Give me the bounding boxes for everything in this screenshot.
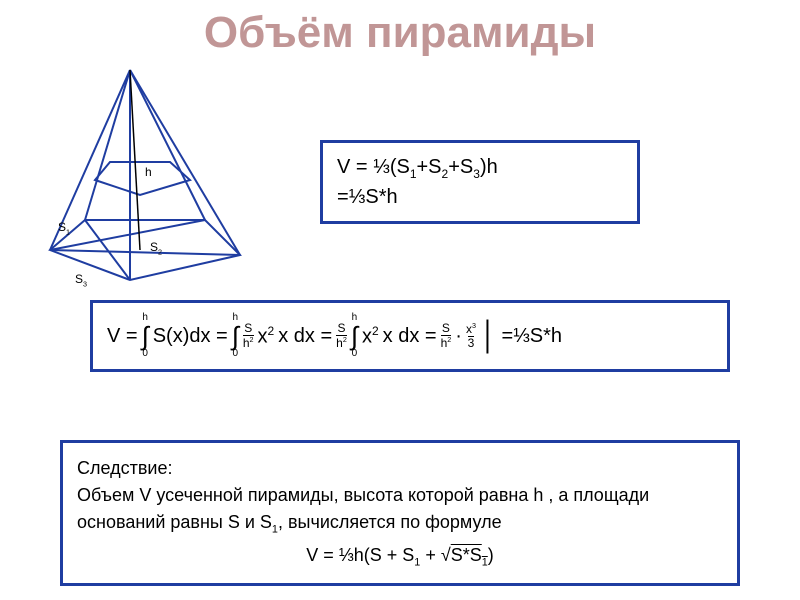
formula-box-simple: V = ⅓(S1+S2+S3)h =⅓S*h bbox=[320, 140, 640, 224]
int1: h ∫ 0 bbox=[142, 313, 149, 359]
int3: h ∫ 0 bbox=[351, 313, 358, 359]
frac2: S h2 bbox=[336, 322, 347, 350]
frac3-num: S bbox=[442, 322, 450, 335]
frac2-den: h2 bbox=[336, 335, 347, 350]
f2-x2b-p: 2 bbox=[372, 324, 379, 338]
frac2-num: S bbox=[337, 322, 345, 335]
label-s3: S3 bbox=[75, 272, 87, 288]
frac3: S h2 bbox=[441, 322, 452, 350]
cor-fpre: V = ⅓h(S + S bbox=[306, 545, 414, 565]
f1-s1: 1 bbox=[410, 167, 417, 181]
int2: h ∫ 0 bbox=[232, 313, 239, 359]
cor-sqrt: S*S1 bbox=[451, 545, 488, 565]
f2-veq: V = bbox=[107, 325, 138, 348]
int1-lo: 0 bbox=[142, 349, 148, 359]
f2-x2a: x2 bbox=[258, 324, 275, 349]
int2-lo: 0 bbox=[233, 349, 239, 359]
label-h: h bbox=[145, 165, 152, 179]
f2-dot: · bbox=[455, 325, 462, 348]
f1-suf: )h bbox=[480, 156, 498, 178]
f1-p2: +S bbox=[448, 156, 473, 178]
label-s3-base: S bbox=[75, 272, 83, 286]
frac1-h: h bbox=[243, 336, 250, 350]
label-s2-base: S bbox=[150, 240, 158, 254]
f2-intxdx: x dx = bbox=[383, 325, 437, 348]
slide-title: Объём пирамиды bbox=[0, 8, 800, 58]
cor-fmid: + √ bbox=[420, 545, 450, 565]
f1-pre: V = ⅓(S bbox=[337, 156, 410, 178]
frac4-den: 3 bbox=[468, 336, 475, 350]
frac4: x3 3 bbox=[466, 322, 476, 350]
corollary-line2: Объем V усеченной пирамиды, высота котор… bbox=[77, 482, 723, 509]
corollary-formula: V = ⅓h(S + S1 + √S*S1) bbox=[77, 542, 723, 571]
f2-sxdx: S(x)dx = bbox=[153, 325, 228, 348]
corollary-box: Следствие: Объем V усеченной пирамиды, в… bbox=[60, 440, 740, 586]
corollary-line1: Следствие: bbox=[77, 455, 723, 482]
f2-tail: =⅓S*h bbox=[501, 325, 562, 348]
formula1-line2: =⅓S*h bbox=[337, 183, 623, 211]
label-s1-base: S bbox=[58, 220, 66, 234]
int1-sym: ∫ bbox=[142, 323, 149, 349]
frac2-sq: 2 bbox=[343, 335, 347, 344]
integral-expression: V = h ∫ 0 S(x)dx = h ∫ 0 S h2 x2 x dx = … bbox=[107, 313, 713, 359]
cor-sqrt-body: S*S bbox=[451, 545, 482, 565]
f2-x2dx: x dx = bbox=[278, 325, 332, 348]
label-s1: S1 bbox=[58, 220, 70, 236]
frac3-sq: 2 bbox=[447, 335, 451, 344]
int3-sym: ∫ bbox=[351, 323, 358, 349]
cor-b2: оснований равны S и S bbox=[77, 512, 272, 532]
formula1-line1: V = ⅓(S1+S2+S3)h bbox=[337, 153, 623, 183]
corollary-title: Следствие: bbox=[77, 458, 173, 478]
label-s2-sub: 2 bbox=[158, 247, 162, 256]
frac3-den: h2 bbox=[441, 335, 452, 350]
f1-s3: 3 bbox=[473, 167, 480, 181]
eval-bar: │ bbox=[480, 320, 498, 352]
formula-box-integral: V = h ∫ 0 S(x)dx = h ∫ 0 S h2 x2 x dx = … bbox=[90, 300, 730, 372]
frac2-h: h bbox=[336, 336, 343, 350]
int2-sym: ∫ bbox=[232, 323, 239, 349]
frac1-num: S bbox=[244, 322, 252, 335]
frac4-p: 3 bbox=[472, 321, 476, 330]
f2-x2a-p: 2 bbox=[268, 324, 275, 338]
label-s3-sub: 3 bbox=[83, 279, 87, 288]
int3-lo: 0 bbox=[352, 349, 358, 359]
frac4-num: x3 bbox=[466, 322, 476, 336]
f1-p1: +S bbox=[417, 156, 442, 178]
frac1: S h2 bbox=[243, 322, 254, 350]
corollary-line3: оснований равны S и S1, вычисляется по ф… bbox=[77, 509, 723, 538]
label-s1-sub: 1 bbox=[66, 227, 70, 236]
label-s2: S2 bbox=[150, 240, 162, 256]
f2-x2b: x2 bbox=[362, 324, 379, 349]
cor-b2t: , вычисляется по формуле bbox=[278, 512, 502, 532]
frac1-sq: 2 bbox=[250, 335, 254, 344]
cor-fend: ) bbox=[488, 545, 494, 565]
frac1-den: h2 bbox=[243, 335, 254, 350]
